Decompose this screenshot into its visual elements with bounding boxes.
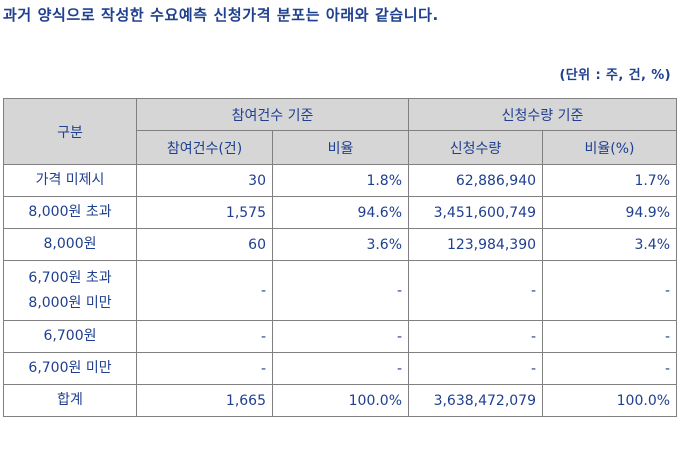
row-label-line: 6,700원	[43, 328, 97, 344]
cell-quantity-ratio: 94.9%	[542, 196, 678, 229]
cell-quantity-ratio: -	[542, 352, 678, 385]
header-group-count: 참여건수 기준	[135, 98, 410, 131]
cell-quantity: 123,984,390	[408, 228, 544, 261]
cell-count: 1,665	[136, 384, 273, 417]
cell-count-ratio: 1.8%	[271, 164, 410, 197]
header-count-ratio: 비율	[271, 130, 410, 165]
table-row: 6,700원 미만 - - - -	[3, 352, 678, 385]
table-row-total: 합계 1,665 100.0% 3,638,472,079 100.0%	[3, 384, 678, 417]
row-label-line: 8,000원	[43, 236, 97, 252]
row-label-line: 가격 미제시	[35, 172, 105, 188]
cell-count: -	[136, 320, 273, 353]
cell-count-ratio: -	[271, 320, 410, 353]
row-label: 가격 미제시	[3, 164, 137, 197]
row-label-line: 6,700원 미만	[28, 360, 112, 376]
cell-quantity: -	[408, 352, 544, 385]
row-label: 6,700원 초과 8,000원 미만	[3, 260, 137, 321]
cell-quantity: 62,886,940	[408, 164, 544, 197]
cell-count: 30	[136, 164, 273, 197]
cell-quantity-ratio: -	[542, 260, 678, 321]
cell-count-ratio: -	[271, 352, 410, 385]
table-row: 6,700원 - - - -	[3, 320, 678, 353]
row-label-line: 8,000원 초과	[28, 204, 112, 220]
cell-count-ratio: 3.6%	[271, 228, 410, 261]
cell-count: 60	[136, 228, 273, 261]
cell-quantity: -	[408, 320, 544, 353]
cell-count: -	[136, 260, 273, 321]
row-label: 8,000원 초과	[3, 196, 137, 229]
table-row: 8,000원 초과 1,575 94.6% 3,451,600,749 94.9…	[3, 196, 678, 229]
cell-quantity: 3,638,472,079	[408, 384, 544, 417]
table-row: 8,000원 60 3.6% 123,984,390 3.4%	[3, 228, 678, 261]
header-category: 구분	[3, 98, 137, 165]
cell-quantity-ratio: -	[542, 320, 678, 353]
cell-count: 1,575	[136, 196, 273, 229]
cell-quantity: -	[408, 260, 544, 321]
table-row: 6,700원 초과 8,000원 미만 - - - -	[3, 260, 678, 321]
unit-note: (단위 : 주, 건, %)	[559, 68, 671, 83]
row-label-line: 합계	[57, 392, 83, 408]
header-group-quantity: 신청수량 기준	[408, 98, 678, 131]
row-label-line: 8,000원 미만	[28, 294, 112, 311]
cell-quantity-ratio: 1.7%	[542, 164, 678, 197]
cell-count-ratio: -	[271, 260, 410, 321]
cell-quantity-ratio: 100.0%	[542, 384, 678, 417]
cell-count-ratio: 100.0%	[271, 384, 410, 417]
price-distribution-table: 구분 참여건수 기준 신청수량 기준 참여건수(건) 비율 신청수량 비율(%)…	[3, 98, 678, 417]
row-label: 6,700원	[3, 320, 137, 353]
page-heading: 과거 양식으로 작성한 수요예측 신청가격 분포는 아래와 같습니다.	[3, 6, 439, 24]
header-quantity-ratio: 비율(%)	[542, 130, 678, 165]
cell-quantity: 3,451,600,749	[408, 196, 544, 229]
header-count: 참여건수(건)	[136, 130, 273, 165]
cell-count: -	[136, 352, 273, 385]
row-label: 6,700원 미만	[3, 352, 137, 385]
row-label: 합계	[3, 384, 137, 417]
row-label-line: 6,700원 초과	[28, 269, 112, 286]
table-row: 가격 미제시 30 1.8% 62,886,940 1.7%	[3, 164, 678, 197]
header-quantity: 신청수량	[408, 130, 544, 165]
cell-count-ratio: 94.6%	[271, 196, 410, 229]
cell-quantity-ratio: 3.4%	[542, 228, 678, 261]
row-label: 8,000원	[3, 228, 137, 261]
